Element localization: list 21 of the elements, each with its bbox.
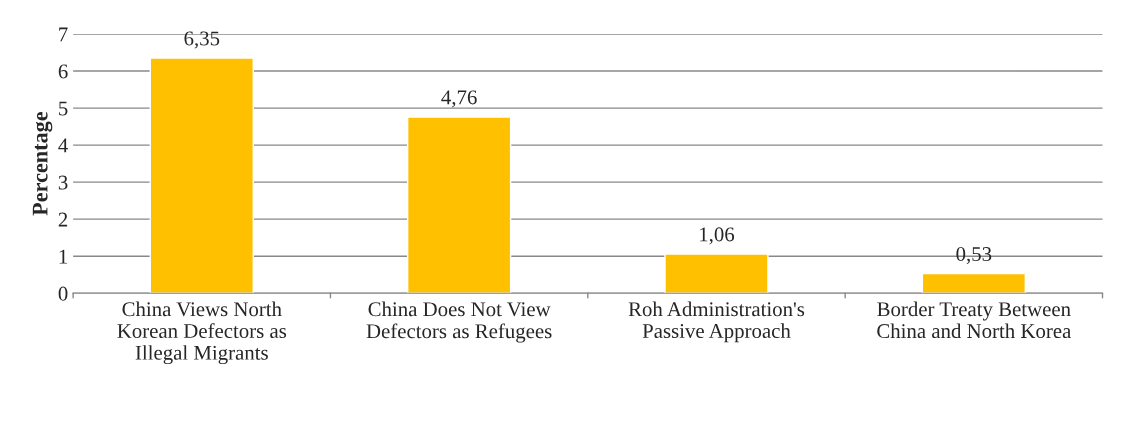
bar [664,253,769,294]
x-tick-label: Roh Administration's Passive Approach [628,301,805,343]
bar [921,272,1026,294]
y-tick-label: 4 [58,138,68,153]
data-label: 4,76 [441,90,477,108]
data-label: 0,53 [956,247,992,265]
y-tick-label: 6 [58,64,68,79]
y-tick-label: 3 [58,175,68,190]
data-label: 1,06 [700,227,735,245]
y-tick-label: 0 [58,286,68,301]
y-axis-title: Percentage [32,111,53,216]
x-tick-label: China Does Not View Defectors as Refugees [366,301,552,343]
y-tick-label: 7 [59,27,68,42]
data-label: 6,35 [184,31,220,49]
x-tick-label: China Views North Korean Defectors as Illegal Migrants [117,301,287,365]
bar [149,57,254,294]
y-tick-label: 2 [58,212,68,227]
y-tick-label: 5 [59,101,68,116]
y-tick-label: 1 [59,249,68,264]
bar [406,116,512,294]
x-tick-label: Border Treaty Between China and North Korea [877,301,1072,339]
